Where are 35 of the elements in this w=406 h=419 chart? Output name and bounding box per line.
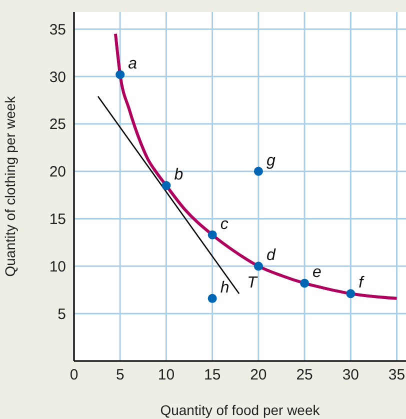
x-tick-label: 5	[116, 366, 124, 384]
y-tick-label: 25	[49, 116, 66, 134]
x-tick-label: 10	[158, 366, 175, 384]
annotation: h	[220, 279, 230, 296]
x-axis-title: Quantity of food per week	[160, 402, 321, 418]
point	[208, 230, 217, 240]
annotation: f	[358, 274, 365, 292]
line-series	[114, 32, 398, 300]
y-tick-label: 30	[49, 68, 66, 86]
y-tick-label: 15	[49, 211, 66, 228]
point	[254, 166, 263, 176]
annotation: d	[266, 247, 276, 264]
point	[116, 70, 125, 80]
point	[300, 278, 310, 288]
annotation: a	[128, 56, 138, 73]
x-tick-label: 0	[70, 366, 78, 384]
y-axis-title: Quantity of clothing per week	[2, 95, 18, 277]
point	[346, 289, 356, 298]
point	[162, 181, 171, 190]
point	[208, 294, 217, 303]
x-tick-label: 35	[388, 366, 406, 384]
annotation: e	[312, 264, 322, 282]
y-tick-label: 20	[49, 164, 66, 181]
x-tick-label: 25	[296, 366, 313, 384]
annotation: T	[247, 274, 258, 292]
y-tick-label: 5	[58, 306, 66, 323]
x-tick-label: 20	[250, 366, 267, 384]
x-tick-label: 30	[342, 366, 360, 384]
annotation: b	[174, 166, 184, 184]
y-tick-label: 10	[49, 258, 66, 276]
annotation: c	[220, 216, 228, 233]
x-tick-label: 15	[204, 366, 221, 384]
point	[254, 262, 263, 271]
annotation: g	[266, 152, 276, 170]
y-tick-label: 35	[49, 21, 66, 38]
